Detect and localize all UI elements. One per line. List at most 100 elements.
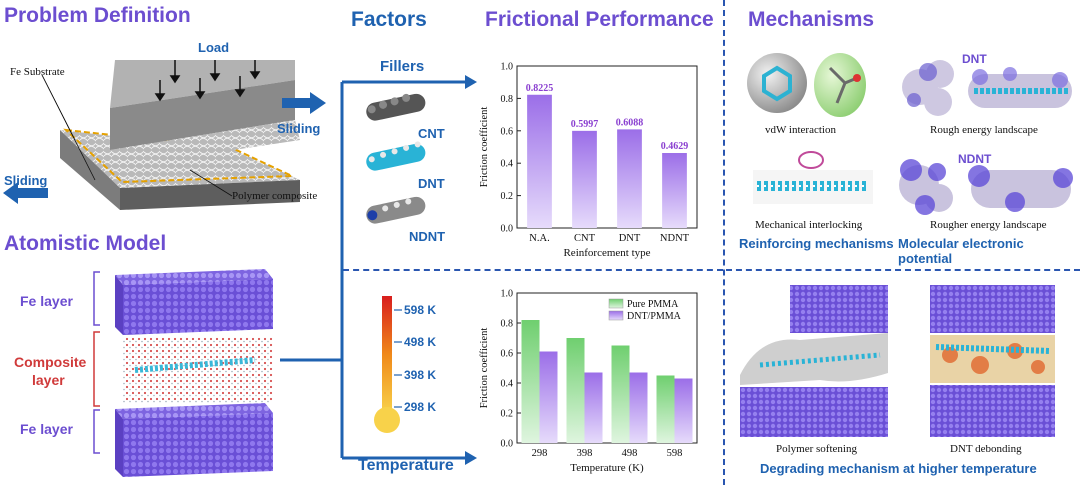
- rough-energy-illustration: [902, 60, 1072, 116]
- x-tick-label: CNT: [574, 233, 596, 244]
- x-axis-label: Temperature (K): [570, 462, 644, 474]
- problem-definition-title: Problem Definition: [4, 4, 191, 27]
- ndnt-molecule: [366, 196, 426, 224]
- sliding-right-label: Sliding: [277, 121, 321, 136]
- dnt-label: DNT: [418, 176, 445, 191]
- dnt-debonding-label: DNT debonding: [950, 443, 1022, 455]
- legend-label: DNT/PMMA: [627, 311, 682, 322]
- load-label: Load: [198, 40, 230, 55]
- polymer-softening-illustration: [740, 285, 888, 437]
- bar-pure-pmma: [521, 320, 540, 443]
- y-tick-label: 0.8: [501, 94, 514, 105]
- bar-dnt-pmma: [539, 351, 558, 443]
- x-tick-label: N.A.: [529, 233, 549, 244]
- top-block-front: [110, 80, 295, 150]
- composite-label-2: layer: [32, 372, 65, 388]
- divider-horizontal-middle: [343, 269, 723, 271]
- y-tick-label: 1.0: [501, 62, 514, 73]
- reinforcing-mechanisms-label: Reinforcing mechanisms: [739, 236, 894, 251]
- fillers-label: Fillers: [380, 58, 425, 75]
- molecular-potential-label: Molecular electronic potential: [898, 236, 1024, 266]
- bar-dnt-pmma: [584, 372, 603, 443]
- chart-temperature: 0.0 0.2 0.4 0.6 0.8 1.0 Friction coefficient Te…: [479, 289, 698, 474]
- atomistic-model-title: Atomistic Model: [4, 232, 167, 255]
- vdw-illustration: [747, 53, 866, 117]
- y-axis-label: Friction coefficient: [479, 107, 490, 188]
- y-tick-label: 0.6: [501, 349, 514, 360]
- bar-data-label: 0.5997: [571, 119, 599, 130]
- top-block-top: [110, 60, 295, 108]
- top-block-under: [110, 120, 300, 168]
- y-tick-label: 0.8: [501, 319, 514, 330]
- bar: [527, 94, 552, 228]
- x-tick-label: NDNT: [660, 233, 690, 244]
- x-axis-label: Reinforcement type: [563, 247, 650, 259]
- bar: [662, 153, 687, 228]
- divider-horizontal-right: [726, 269, 1080, 271]
- y-tick-label: 0.4: [501, 159, 514, 170]
- degrading-mechanism-label: Degrading mechanism at higher temperatur…: [760, 461, 1037, 476]
- rougher-energy-label: Rougher energy landscape: [930, 219, 1047, 231]
- factor-connector-arrows: [280, 75, 477, 465]
- x-tick-label: DNT: [619, 233, 641, 244]
- bar-dnt-pmma: [629, 372, 648, 443]
- rough-energy-label: Rough energy landscape: [930, 124, 1038, 136]
- thermometer: [374, 296, 402, 433]
- bar-dnt-pmma: [674, 378, 693, 443]
- y-tick-label: 0.2: [501, 409, 514, 420]
- temperature-label: Temperature: [358, 457, 454, 474]
- cnt-molecule: [366, 93, 426, 121]
- ndnt-label: NDNT: [409, 229, 446, 244]
- dnt-debonding-illustration: [930, 285, 1055, 437]
- atomistic-illustration: [115, 269, 273, 477]
- thermo-tick-598: 598 K: [404, 303, 437, 317]
- y-tick-label: 0.2: [501, 191, 514, 202]
- sliding-left-arrow: [3, 182, 48, 204]
- vdw-label: vdW interaction: [765, 124, 836, 136]
- cnt-label: CNT: [418, 126, 445, 141]
- y-tick-label: 0.4: [501, 379, 514, 390]
- mechanisms-title: Mechanisms: [748, 8, 875, 31]
- interlock-illustration: [753, 151, 873, 204]
- bar-pure-pmma: [566, 338, 585, 443]
- x-tick-label: 298: [532, 448, 548, 459]
- bottom-substrate-side: [120, 180, 300, 210]
- bar: [617, 129, 642, 228]
- frictional-performance-title: Frictional Performance: [485, 8, 714, 31]
- mechanism-dnt-label: DNT: [962, 52, 987, 66]
- polymer-softening-label: Polymer softening: [776, 443, 857, 455]
- problem-illustration: [3, 60, 326, 210]
- fe-substrate-label: Fe Substrate: [10, 66, 65, 78]
- x-tick-label: 398: [577, 448, 593, 459]
- load-arrows: [154, 60, 261, 102]
- divider-vertical: [723, 0, 725, 485]
- y-tick-label: 0.0: [501, 224, 514, 235]
- filler-molecules: [366, 93, 426, 224]
- y-tick-label: 0.0: [501, 439, 514, 450]
- legend-swatch: [608, 298, 624, 309]
- interlock-label: Mechanical interlocking: [755, 219, 863, 231]
- y-axis-label: Friction coefficient: [479, 328, 490, 409]
- thermo-tick-498: 498 K: [404, 335, 437, 349]
- chart-frame: [516, 292, 698, 444]
- bar-data-label: 0.4629: [661, 141, 689, 152]
- x-tick-label: 498: [622, 448, 638, 459]
- x-tick-label: 598: [667, 448, 683, 459]
- bar-pure-pmma: [656, 375, 675, 443]
- mechanism-ndnt-label: NDNT: [958, 152, 992, 166]
- legend-label: Pure PMMA: [627, 299, 679, 310]
- chart-frame: [516, 65, 698, 229]
- bar-data-label: 0.8225: [526, 83, 554, 94]
- y-tick-label: 0.6: [501, 126, 514, 137]
- bar: [572, 130, 597, 228]
- fe-layer-top-label: Fe layer: [20, 293, 73, 309]
- sliding-left-label: Sliding: [4, 173, 48, 188]
- bar-pure-pmma: [611, 345, 630, 443]
- y-tick-label: 1.0: [501, 289, 514, 300]
- polymer-composite-label: Polymer composite: [232, 190, 318, 202]
- fe-layer-bottom-label: Fe layer: [20, 421, 73, 437]
- legend-swatch: [608, 310, 624, 321]
- chart-reinforcement: 0.0 0.2 0.4 0.6 0.8 1.0 Friction coefficient Re…: [479, 62, 698, 259]
- thermo-tick-398: 398 K: [404, 368, 437, 382]
- factors-title: Factors: [351, 8, 427, 31]
